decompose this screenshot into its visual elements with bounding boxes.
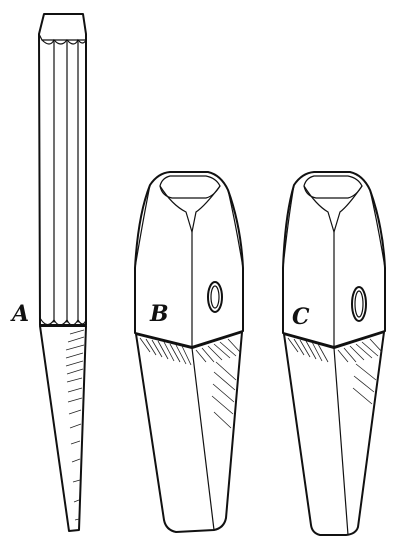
label-a: A	[10, 301, 29, 327]
tool-a: A	[10, 13, 87, 532]
tool-c: C	[282, 171, 386, 536]
label-b: B	[149, 301, 169, 327]
tool-b: B	[134, 171, 244, 533]
label-c: C	[292, 304, 310, 330]
